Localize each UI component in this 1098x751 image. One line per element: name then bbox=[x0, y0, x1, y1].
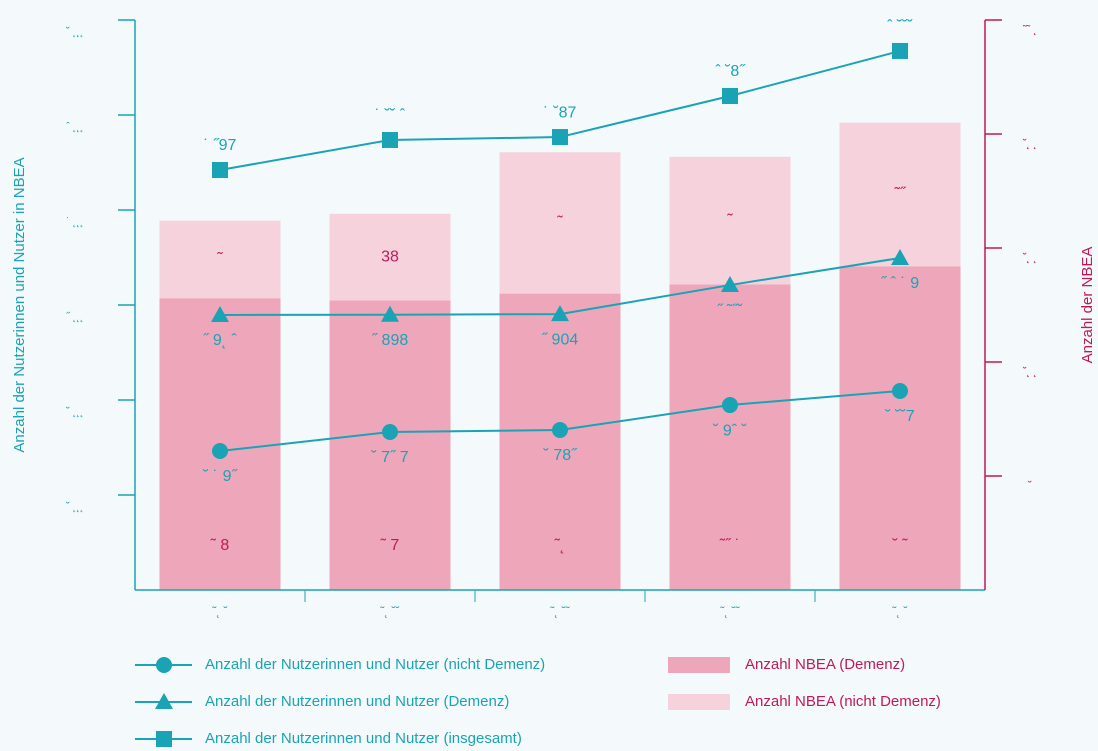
marker bbox=[211, 305, 229, 322]
bar-value-label: ˜˝ ˙ bbox=[719, 537, 740, 554]
marker bbox=[892, 382, 908, 399]
marker bbox=[722, 88, 738, 104]
marker bbox=[212, 443, 228, 460]
bar-value-label: ˜ 8 bbox=[210, 537, 230, 554]
y2-tick-label: ˘ bbox=[1027, 480, 1032, 492]
bar-value-label: ˜˝ bbox=[894, 186, 907, 203]
y2-tick-label: ˘˛ ˛ bbox=[1022, 366, 1037, 378]
x-tick-label: ˜˛ ˘ bbox=[211, 604, 227, 618]
legend-label: Anzahl NBEA (Demenz) bbox=[745, 656, 905, 673]
line-value-label: ˘ 7˝ 7 bbox=[370, 449, 408, 466]
bar-value-label: ˜ bbox=[216, 251, 223, 268]
legend-swatch bbox=[668, 694, 730, 710]
bar bbox=[669, 284, 791, 590]
bar-value-label: 38 bbox=[381, 248, 399, 265]
line-value-label: ˙ ˘87 bbox=[544, 104, 577, 121]
line-value-label: ˘ ˘˘7 bbox=[884, 408, 914, 425]
line-value-label: ˝ 904 bbox=[542, 331, 579, 348]
bar bbox=[159, 220, 281, 299]
bar-value-label: ˜ bbox=[556, 214, 563, 231]
bar bbox=[329, 213, 451, 301]
y-tick-label: ˘ ˛˛˛ bbox=[65, 26, 84, 38]
marker bbox=[382, 424, 398, 441]
line-value-label: ˆ ˘˘˘ bbox=[887, 18, 913, 35]
x-tick-label: ˜˛ ˘˜ bbox=[719, 604, 740, 618]
x-tick-label: ˜˛ ˘˘ bbox=[379, 604, 399, 618]
marker bbox=[891, 248, 909, 265]
marker bbox=[382, 131, 398, 148]
legend-label: Anzahl der Nutzerinnen und Nutzer (insge… bbox=[205, 730, 522, 747]
legend-swatch bbox=[668, 657, 730, 673]
bar-value-label: ˜˛ bbox=[554, 537, 566, 554]
y2-tick-label: ˘˛ ˛ bbox=[1022, 138, 1037, 150]
marker bbox=[156, 657, 172, 673]
marker bbox=[721, 276, 739, 293]
bar-value-label: ˜ bbox=[726, 212, 733, 229]
line-value-label: ˝ 898 bbox=[372, 332, 409, 349]
bar bbox=[839, 122, 961, 267]
bar bbox=[669, 156, 791, 285]
y-tick-label: ˘ ˛˛˛ bbox=[65, 406, 84, 418]
y-tick-label: ˙ ˛˛˛ bbox=[66, 216, 84, 228]
marker bbox=[552, 422, 568, 439]
y-tick-label: ˝ ˛˛˛ bbox=[66, 311, 84, 323]
bar-value-label: ˜ 7 bbox=[380, 537, 400, 554]
y-tick-label: ˆ ˛˛˛ bbox=[66, 121, 84, 133]
y-tick-label: ˘ ˛˛˛ bbox=[65, 501, 84, 513]
line-value-label: ˝ ˜˝˘ bbox=[717, 302, 743, 319]
y2-tick-label: ˜˜ ˛ bbox=[1022, 24, 1037, 36]
marker bbox=[551, 305, 569, 322]
marker bbox=[722, 397, 738, 414]
line-value-label: ˆ ˘8˝ bbox=[715, 63, 746, 80]
line-value-label: ˘ 78˝ bbox=[543, 447, 579, 464]
y-axis-label: Anzahl der Nutzerinnen und Nutzer in NBE… bbox=[11, 157, 28, 452]
marker bbox=[892, 42, 908, 59]
bar bbox=[329, 300, 451, 590]
x-tick-label: ˜˛ ˘ bbox=[891, 604, 907, 618]
bar-value-label: ˘ ˜ bbox=[891, 537, 908, 554]
legend-label: Anzahl NBEA (nicht Demenz) bbox=[745, 693, 941, 710]
line-value-label: ˘ 9ˆ ˘ bbox=[712, 422, 747, 439]
marker bbox=[552, 129, 568, 146]
marker bbox=[156, 731, 172, 747]
line-value-label: ˝ ˆ ˙ 9 bbox=[881, 275, 919, 292]
x-tick-label: ˜˛ ˘˜ bbox=[549, 604, 570, 618]
line-value-label: ˙ ˘˘ ˆ bbox=[375, 107, 406, 124]
line-value-label: ˙ ˝97 bbox=[204, 137, 237, 154]
legend-label: Anzahl der Nutzerinnen und Nutzer (Demen… bbox=[205, 693, 509, 710]
legend-label: Anzahl der Nutzerinnen und Nutzer (nicht… bbox=[205, 656, 545, 673]
marker bbox=[381, 305, 399, 322]
marker bbox=[212, 162, 228, 179]
y2-axis-label: Anzahl der NBEA bbox=[1079, 247, 1096, 364]
line-value-label: ˝ 9˛ ˆ bbox=[203, 332, 237, 349]
line-value-label: ˘ ˙ 9˝ bbox=[202, 468, 238, 485]
bar bbox=[839, 266, 961, 590]
marker bbox=[155, 693, 173, 709]
bar bbox=[499, 293, 621, 590]
bar bbox=[499, 152, 621, 294]
y2-tick-label: ˘˛ ˛ bbox=[1022, 252, 1037, 264]
